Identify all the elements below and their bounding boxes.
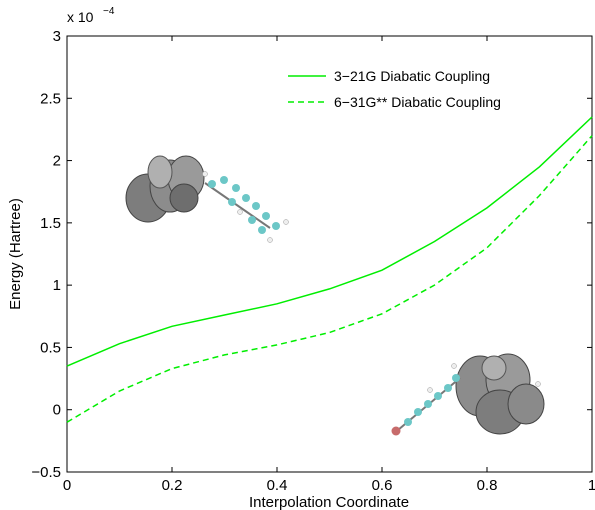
y-tick-label: 0.5 — [40, 339, 61, 356]
y-tick-label: 1 — [53, 277, 61, 294]
y-axis-title: Energy (Hartree) — [7, 198, 24, 310]
molecule-image-upper — [125, 155, 289, 243]
y-tick-label: 2 — [53, 153, 61, 170]
x-axis-title: Interpolation Coordinate — [249, 494, 409, 510]
y-tick-label: 3 — [53, 28, 61, 45]
y-multiplier: x 10 −4 — [67, 6, 115, 25]
y-multiplier-exponent: −4 — [103, 6, 115, 17]
y-tick-label: 0 — [53, 402, 61, 419]
x-tick-label: 0.8 — [477, 477, 498, 494]
series-line-2 — [66, 135, 593, 423]
x-tick-label: 0.2 — [162, 477, 183, 494]
y-tick-label: 1.5 — [40, 215, 61, 232]
series-layer — [66, 116, 593, 423]
y-multiplier-base: x 10 — [67, 9, 94, 25]
x-tick-label: 0.6 — [372, 477, 393, 494]
y-tick-label: 2.5 — [40, 90, 61, 107]
x-tick-label: 1 — [588, 477, 595, 494]
legend: 3−21G Diabatic Coupling 6−31G** Diabatic… — [288, 68, 501, 110]
series-line-1 — [66, 116, 593, 367]
y-tick-label: −0.5 — [31, 464, 61, 481]
axis-ticks: 0 0.2 0.4 0.6 0.8 1−0.500.511.522.53 — [31, 28, 595, 494]
x-tick-label: 0.4 — [267, 477, 288, 494]
x-tick-label: 0 — [63, 477, 71, 494]
molecule-image-lower — [391, 353, 545, 436]
legend-label-series-1: 3−21G Diabatic Coupling — [334, 68, 490, 84]
legend-label-series-2: 6−31G** Diabatic Coupling — [334, 94, 501, 110]
